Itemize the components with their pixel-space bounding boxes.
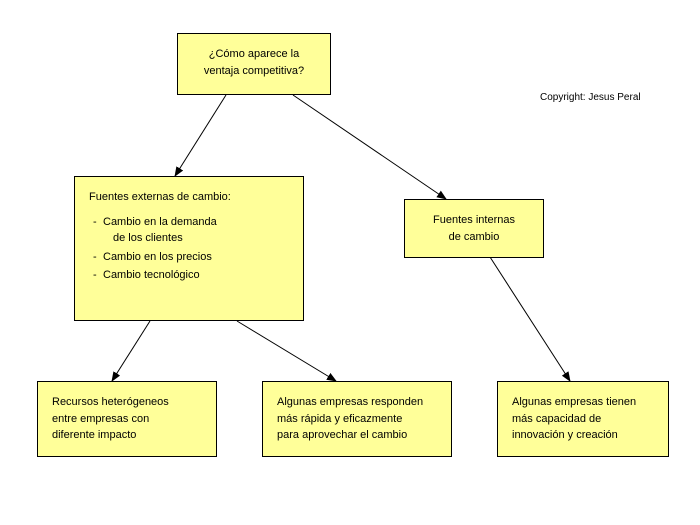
node-internal-sources: Fuentes internas de cambio [404,199,544,258]
external-title: Fuentes externas de cambio: [89,191,231,203]
leaf-resources-line1: Recursos heterógeneos [52,396,169,408]
external-item: Cambio tecnológico [93,267,289,284]
external-items-list: Cambio en la demanda de los clientes Cam… [89,214,289,284]
leaf-respond-line1: Algunas empresas responden [277,396,423,408]
leaf-respond-line2: más rápida y eficazmente [277,413,402,425]
leaf-capacity-line2: más capacidad de [512,413,601,425]
node-leaf-respond: Algunas empresas responden más rápida y … [262,381,452,457]
node-leaf-resources: Recursos heterógeneos entre empresas con… [37,381,217,457]
node-leaf-capacity: Algunas empresas tienen más capacidad de… [497,381,669,457]
internal-line1: Fuentes internas [433,214,515,226]
leaf-capacity-line1: Algunas empresas tienen [512,396,636,408]
copyright-text: Copyright: Jesus Peral [540,92,641,103]
copyright-label: Copyright: Jesus Peral [540,92,641,103]
external-item-text: Cambio tecnológico [103,269,200,281]
external-item-sub: de los clientes [103,230,289,247]
root-line2: ventaja competitiva? [204,65,304,77]
external-item: Cambio en los precios [93,249,289,266]
external-item-text: Cambio en la demanda [103,216,217,228]
leaf-resources-line2: entre empresas con [52,413,149,425]
root-line1: ¿Cómo aparece la [209,48,300,60]
leaf-resources-line3: diferente impacto [52,429,136,441]
leaf-capacity-line3: innovación y creación [512,429,618,441]
node-root: ¿Cómo aparece la ventaja competitiva? [177,33,331,95]
internal-line2: de cambio [449,231,500,243]
external-item-text: Cambio en los precios [103,251,212,263]
leaf-respond-line3: para aprovechar el cambio [277,429,407,441]
external-item: Cambio en la demanda de los clientes [93,214,289,247]
node-external-sources: Fuentes externas de cambio: Cambio en la… [74,176,304,321]
